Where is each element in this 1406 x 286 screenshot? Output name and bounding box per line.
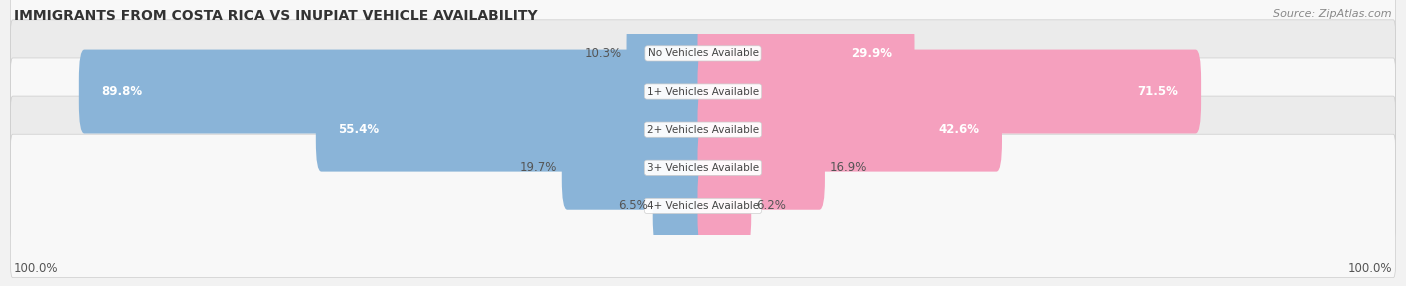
Text: 19.7%: 19.7% — [520, 161, 557, 174]
Text: 16.9%: 16.9% — [830, 161, 868, 174]
Text: 6.2%: 6.2% — [756, 199, 786, 212]
Text: 2+ Vehicles Available: 2+ Vehicles Available — [647, 125, 759, 135]
FancyBboxPatch shape — [11, 20, 1395, 163]
Text: No Vehicles Available: No Vehicles Available — [648, 48, 758, 58]
Text: 10.3%: 10.3% — [585, 47, 621, 60]
FancyBboxPatch shape — [697, 11, 914, 95]
Text: 4+ Vehicles Available: 4+ Vehicles Available — [647, 201, 759, 211]
FancyBboxPatch shape — [316, 88, 709, 172]
FancyBboxPatch shape — [652, 164, 709, 248]
Text: IMMIGRANTS FROM COSTA RICA VS INUPIAT VEHICLE AVAILABILITY: IMMIGRANTS FROM COSTA RICA VS INUPIAT VE… — [14, 9, 537, 23]
FancyBboxPatch shape — [697, 88, 1002, 172]
FancyBboxPatch shape — [11, 96, 1395, 239]
Text: 42.6%: 42.6% — [938, 123, 979, 136]
Text: 71.5%: 71.5% — [1137, 85, 1178, 98]
FancyBboxPatch shape — [697, 126, 825, 210]
FancyBboxPatch shape — [562, 126, 709, 210]
FancyBboxPatch shape — [11, 58, 1395, 201]
FancyBboxPatch shape — [79, 49, 709, 134]
FancyBboxPatch shape — [697, 164, 751, 248]
Text: 89.8%: 89.8% — [101, 85, 142, 98]
FancyBboxPatch shape — [11, 0, 1395, 125]
Text: 6.5%: 6.5% — [619, 199, 648, 212]
Text: 1+ Vehicles Available: 1+ Vehicles Available — [647, 87, 759, 96]
Text: 100.0%: 100.0% — [1347, 262, 1392, 275]
FancyBboxPatch shape — [627, 11, 709, 95]
FancyBboxPatch shape — [11, 134, 1395, 278]
Text: 3+ Vehicles Available: 3+ Vehicles Available — [647, 163, 759, 173]
Text: Source: ZipAtlas.com: Source: ZipAtlas.com — [1274, 9, 1392, 19]
Text: 29.9%: 29.9% — [851, 47, 891, 60]
FancyBboxPatch shape — [697, 49, 1201, 134]
Text: 100.0%: 100.0% — [14, 262, 59, 275]
Text: 55.4%: 55.4% — [339, 123, 380, 136]
